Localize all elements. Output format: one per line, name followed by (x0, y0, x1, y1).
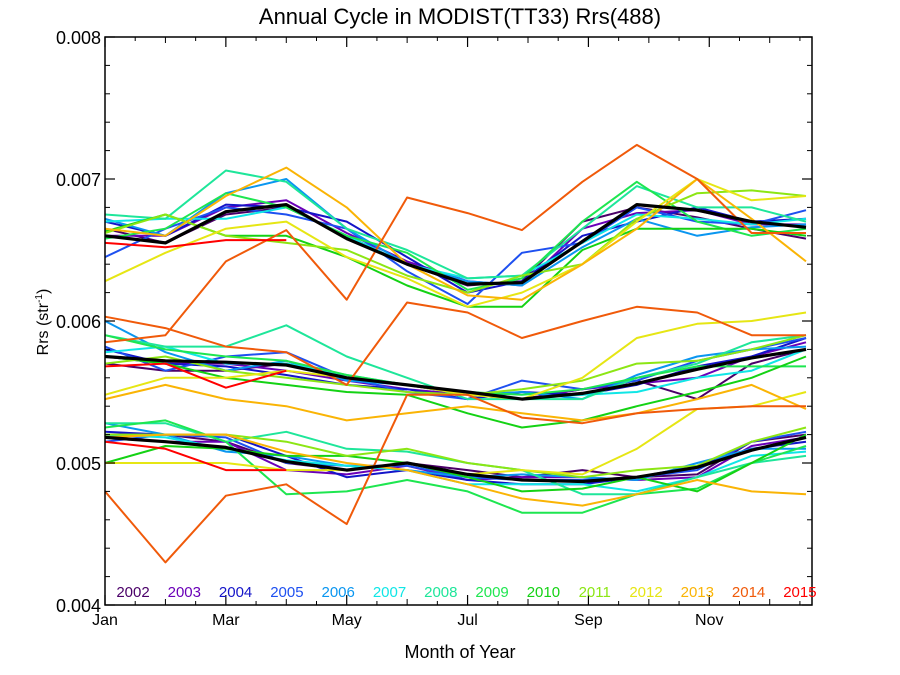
axes-layer: 0.004 0.005 0.006 0.007 0.008 Jan Mar May Jul Sep… (56, 28, 813, 629)
mean-line-1 (104, 203, 807, 286)
legend-item-2005: 2005 (270, 584, 303, 601)
series-2009-line-1 (104, 180, 807, 291)
y-axis-label-text: Rrs (str (35, 302, 52, 355)
series-2015-line-1 (104, 239, 287, 249)
legend-item-2011: 2011 (579, 584, 611, 601)
y-tick-label: 0.005 (56, 454, 101, 474)
series-2011-line-1 (104, 189, 807, 294)
legend-item-2003: 2003 (168, 584, 201, 601)
x-tick-label: Jul (457, 612, 477, 629)
legend-item-2008: 2008 (424, 584, 457, 601)
legend-item-2010: 2010 (527, 584, 560, 601)
y-tick-label: 0.004 (56, 596, 101, 616)
series-2015-line-3 (104, 440, 287, 472)
legend-item-2004: 2004 (219, 584, 252, 601)
y-axis-label-close: ) (35, 289, 52, 294)
mean-line-3 (104, 435, 807, 484)
series-2014-line-2 (104, 301, 806, 386)
x-tick-label: May (332, 612, 362, 629)
series-2009-line-3 (104, 419, 807, 514)
series-2006-line-1 (104, 178, 807, 287)
legend-item-2007: 2007 (373, 584, 406, 601)
y-axis-label-superscript: -1 (34, 294, 45, 303)
legend-item-2015: 2015 (783, 584, 816, 601)
x-tick-label: Jan (92, 612, 118, 629)
series-2015-line-2 (104, 362, 287, 389)
legend-item-2014: 2014 (732, 584, 765, 601)
series-layer (104, 143, 807, 564)
series-2008-line-1 (104, 169, 807, 280)
series-2013-line-2 (104, 383, 807, 422)
legend-item-2013: 2013 (681, 584, 714, 601)
y-tick-label: 0.008 (56, 28, 101, 48)
legend: 2002 2003 2004 2005 2006 2007 2008 2009 2010 2011… (116, 584, 816, 601)
y-axis-label: Rrs (str-1) (34, 289, 52, 356)
x-tick-label: Nov (695, 612, 723, 629)
series-2014-line-3 (104, 393, 806, 564)
y-tick-label: 0.006 (56, 312, 101, 332)
x-tick-label: Sep (574, 612, 603, 629)
series-2013-line-3 (104, 433, 807, 507)
legend-item-2006: 2006 (322, 584, 355, 601)
legend-item-2009: 2009 (475, 584, 508, 601)
plot-frame (104, 36, 813, 606)
legend-item-2002: 2002 (116, 584, 149, 601)
chart-title: Annual Cycle in MODIST(TT33) Rrs(488) (259, 4, 661, 29)
y-tick-label: 0.007 (56, 170, 101, 190)
legend-item-2012: 2012 (629, 584, 662, 601)
x-axis-label: Month of Year (404, 642, 515, 662)
series-2014-line-1 (104, 143, 806, 344)
x-tick-label: Mar (212, 612, 240, 629)
series-2010-line-1 (104, 213, 807, 308)
mean-line-2 (104, 347, 807, 401)
